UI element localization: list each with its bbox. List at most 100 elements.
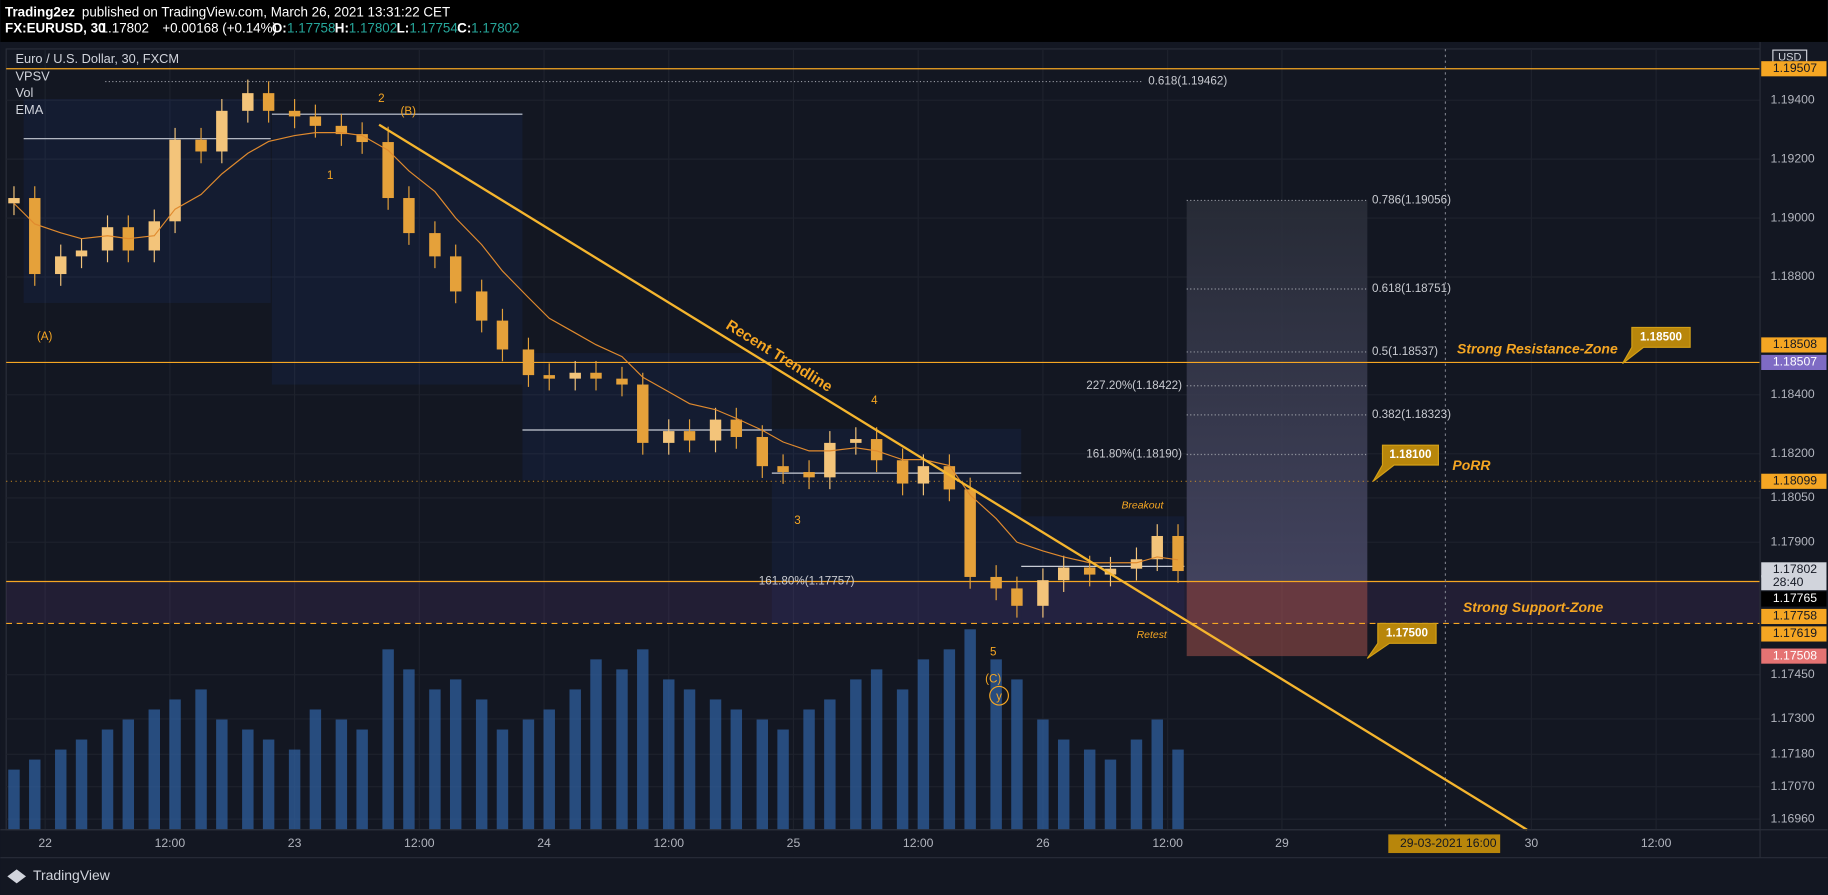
x-tick-label: 12:00 [653, 836, 684, 850]
candle-body [709, 419, 722, 441]
fib-label: 0.618(1.18751) [1372, 282, 1451, 295]
volume-bar [637, 649, 649, 830]
volume-bar [335, 719, 348, 830]
volume-bar [75, 739, 88, 830]
level-lines [6, 68, 1761, 625]
volume-bar [1057, 739, 1070, 830]
candle-body [616, 378, 628, 385]
callout-label: 1.17500 [1386, 626, 1428, 639]
volume-bar [896, 689, 909, 830]
currency: USD [1778, 52, 1801, 64]
volume-bar [943, 649, 956, 830]
fib-label: 0.5(1.18537) [1372, 345, 1438, 358]
ohlc: 1.17758 [287, 21, 335, 36]
y-tick-label: 1.17450 [1771, 667, 1815, 681]
candle-body [475, 291, 488, 321]
crosshair-label: 29-03-2021 16:00 [1400, 836, 1497, 850]
price-label-bg [1761, 591, 1827, 607]
candle-body [990, 576, 1002, 589]
candle-body [870, 439, 883, 461]
volume-bar [8, 769, 20, 830]
price-label: 1.19507 [1773, 61, 1817, 75]
x-tick-label: 29 [1275, 836, 1289, 850]
y-tick-label: 1.18050 [1771, 490, 1815, 504]
callout-label: 1.18500 [1640, 330, 1682, 343]
retest-label: Retest [1137, 630, 1168, 641]
price-label-bg [1761, 337, 1827, 353]
volume-bar [709, 699, 722, 830]
ohlc: 1.17802 [349, 21, 397, 36]
volume-bar [1104, 759, 1117, 830]
volume-bar [122, 719, 135, 830]
change: +0.00168 (+0.14%) [162, 21, 277, 36]
candle-body [824, 442, 836, 478]
volume-bar [1083, 749, 1096, 830]
candle-body [1011, 588, 1023, 606]
volume-bar [429, 689, 441, 830]
volume-bar [616, 669, 628, 830]
ohlc: 1.17802 [471, 21, 519, 36]
volume-bar [55, 749, 67, 830]
volume-bar [148, 709, 161, 830]
ohlc: L: [397, 21, 410, 36]
candle-body [730, 419, 743, 437]
ema-line [13, 132, 1179, 564]
callout-box [1366, 622, 1437, 659]
fib-label: 0.618(1.19462) [1148, 75, 1227, 88]
volume-bar [756, 719, 769, 830]
volume-bar [309, 709, 322, 830]
plot-area [5, 48, 1761, 831]
candle-body [522, 349, 535, 376]
session-zone [271, 113, 523, 385]
candle-body [101, 227, 114, 251]
fib-label: 161.80%(1.17757) [759, 575, 855, 588]
legend-title: Euro / U.S. Dollar, 30, FXCM [16, 51, 180, 66]
ohlc: 1.17754 [409, 21, 458, 36]
volume-bar [569, 689, 581, 830]
volume-bar [382, 649, 394, 830]
price-label: 1.17508 [1773, 648, 1817, 662]
wave-label: 1 [327, 169, 333, 182]
candle-body [1083, 567, 1096, 575]
x-tick-label: 12:00 [1152, 836, 1183, 850]
volume-bar [449, 679, 462, 830]
price-label: 1.17758 [1773, 609, 1817, 623]
x-tick-label: 12:00 [404, 836, 435, 850]
x-tick-label: 30 [1525, 836, 1539, 850]
y-tick-label: 1.19200 [1771, 151, 1815, 165]
candle-body [169, 139, 181, 222]
price-axis [1760, 41, 1828, 858]
x-tick-label: 12:00 [1641, 836, 1672, 850]
candle-body [309, 116, 322, 126]
wave-circle [989, 685, 1009, 706]
indicator: EMA [16, 102, 44, 117]
candle-body [917, 466, 930, 484]
header-bar [0, 0, 1828, 42]
fib-label: 0.786(1.19056) [1372, 194, 1451, 207]
fib-label: 161.80%(1.18190) [1086, 448, 1182, 461]
candle-body [382, 142, 394, 199]
volume-bar [475, 699, 488, 830]
candle-body [356, 134, 368, 143]
candle-body [850, 439, 862, 443]
volume-bar [870, 669, 883, 830]
price-label: 28:40 [1773, 575, 1804, 589]
candle-body [964, 489, 976, 577]
symbol: FX:EURUSD, 30 [5, 21, 105, 36]
trendline [378, 123, 1528, 831]
volume-bar [242, 729, 254, 830]
y-tick-label: 1.17300 [1771, 711, 1815, 725]
candle-body [1151, 535, 1163, 560]
candle-body [29, 198, 41, 275]
y-tick-label: 1.19000 [1771, 210, 1815, 224]
candle-body [543, 375, 555, 379]
candle-body [1037, 580, 1049, 606]
y-tick-label: 1.18400 [1771, 387, 1815, 401]
price-label: 1.18508 [1773, 337, 1817, 351]
callout-label: 1.18100 [1389, 448, 1431, 461]
ohlc: H: [335, 21, 349, 36]
volume-bar [803, 709, 815, 830]
candle-body [335, 125, 348, 135]
price-label: 1.18099 [1773, 474, 1817, 488]
